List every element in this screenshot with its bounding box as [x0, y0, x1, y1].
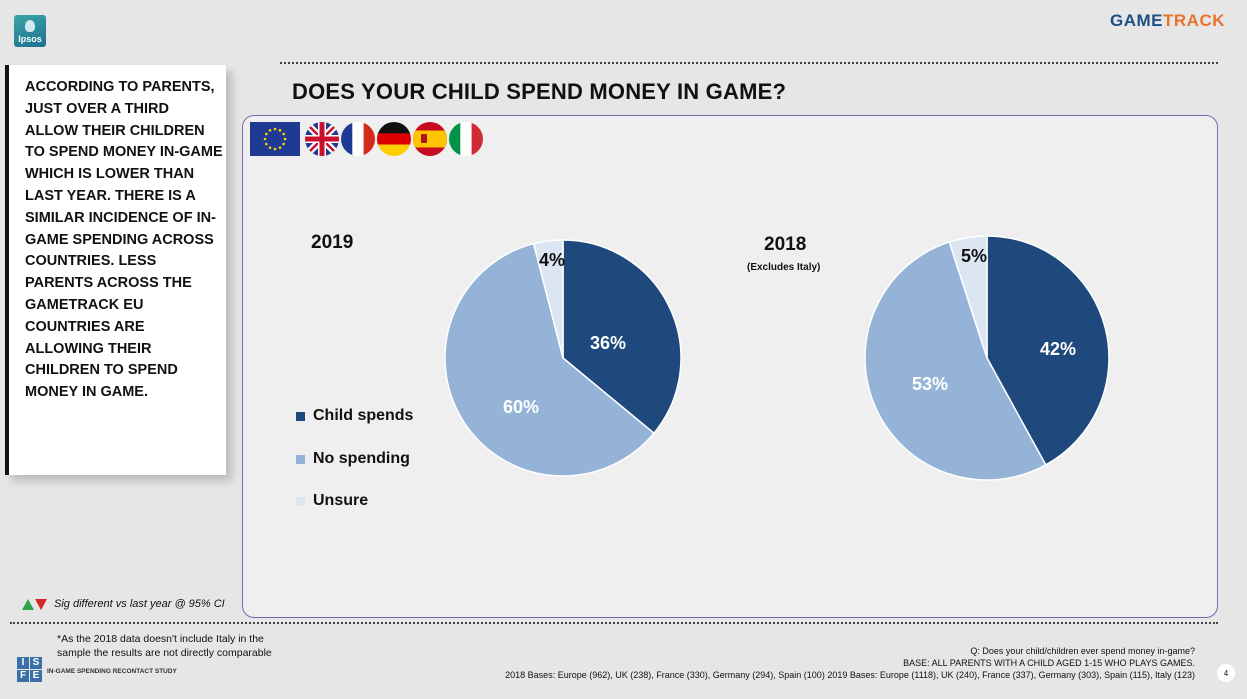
legend-item-no-spending: No spending: [296, 450, 410, 468]
eu-star: [278, 146, 282, 149]
source-bases: 2018 Bases: Europe (962), UK (238), Fran…: [505, 670, 1195, 681]
chart-2018-title: 2018: [764, 234, 807, 255]
pie-2019-slice-no-spending: [444, 242, 655, 477]
chart-2018-subtitle: (Excludes Italy): [747, 262, 821, 273]
legend-label-child-spends: Child spends: [313, 407, 414, 424]
isfe-logo-letter-s: S: [30, 657, 42, 669]
pie-2019-slice-unsure: [532, 239, 564, 359]
eu-star: [273, 127, 277, 131]
summary-box: ACCORDING TO PARENTS, JUST OVER A THIRD …: [5, 65, 226, 475]
source-notes: Q: Does your child/children ever spend m…: [435, 645, 1195, 682]
ipsos-logo-text: Ipsos: [18, 34, 42, 44]
study-label: IN-GAME SPENDING RECONTACT STUDY: [47, 668, 177, 675]
top-divider: [280, 62, 1218, 64]
eu-flag-icon: [250, 122, 300, 156]
pie-2018-slice-no-spending: [864, 241, 1047, 481]
eu-star: [282, 142, 285, 146]
eu-star: [273, 147, 277, 151]
pie-2019-label-no-spending: 60%: [503, 397, 539, 417]
pie-2019-label-unsure: 4%: [539, 250, 565, 270]
legend-item-child-spends: Child spends: [296, 407, 413, 425]
gametrack-logo-part2: TRACK: [1163, 11, 1225, 30]
pie-2018-slice-unsure: [948, 235, 988, 359]
page-number: 4: [1217, 664, 1235, 682]
page-title: DOES YOUR CHILD SPEND MONEY IN GAME?: [292, 79, 787, 104]
isfe-logo-letter-e: E: [30, 670, 42, 682]
isfe-logo-letter-i: I: [17, 657, 29, 669]
gametrack-logo-part1: GAME: [1110, 11, 1163, 30]
pie-2019-slice-child-spends: [562, 239, 682, 435]
pie-2019-label-child-spends: 36%: [590, 333, 626, 353]
eu-star: [268, 146, 272, 149]
uk-flag-icon: [305, 122, 339, 156]
eu-star: [268, 129, 272, 132]
source-question: Q: Does your child/children ever spend m…: [970, 646, 1195, 656]
chart-2019-title: 2019: [311, 232, 354, 253]
eu-star: [283, 137, 287, 141]
isfe-logo-letter-f: F: [17, 670, 29, 682]
pie-2018-slice-child-spends: [986, 235, 1110, 466]
pie-2018-label-no-spending: 53%: [912, 374, 948, 394]
legend-swatch-unsure: [296, 496, 305, 506]
summary-text: ACCORDING TO PARENTS, JUST OVER A THIRD …: [25, 79, 223, 401]
eu-star: [265, 132, 268, 136]
eu-star: [265, 142, 268, 146]
eu-star: [282, 132, 285, 136]
legend-swatch-no-spending: [296, 454, 305, 464]
spain-flag-icon: [413, 122, 447, 156]
sig-note: Sig different vs last year @ 95% CI: [22, 598, 225, 610]
legend-swatch-child-spends: [296, 411, 305, 421]
legend-label-unsure: Unsure: [313, 492, 369, 509]
ipsos-logo: Ipsos: [14, 15, 46, 47]
legend-item-unsure: Unsure: [296, 492, 368, 510]
gametrack-logo: GAMETRACK: [1110, 11, 1225, 31]
eu-star: [263, 137, 267, 141]
source-base: BASE: ALL PARENTS WITH A CHILD AGED 1-15…: [903, 658, 1195, 669]
footnote: *As the 2018 data doesn't include Italy …: [57, 633, 272, 659]
pie-2018-label-unsure: 5%: [961, 246, 987, 266]
pie-2018-label-child-spends: 42%: [1040, 339, 1076, 359]
sig-note-text: Sig different vs last year @ 95% CI: [54, 598, 225, 610]
france-flag-icon: [341, 122, 375, 156]
bottom-divider: [10, 622, 1218, 624]
isfe-logo: I S F E: [17, 657, 42, 683]
legend-label-no-spending: No spending: [313, 450, 410, 467]
italy-flag-icon: [449, 122, 483, 156]
germany-flag-icon: [377, 122, 411, 156]
eu-star: [278, 129, 282, 132]
sig-arrows-icon: [22, 599, 47, 610]
